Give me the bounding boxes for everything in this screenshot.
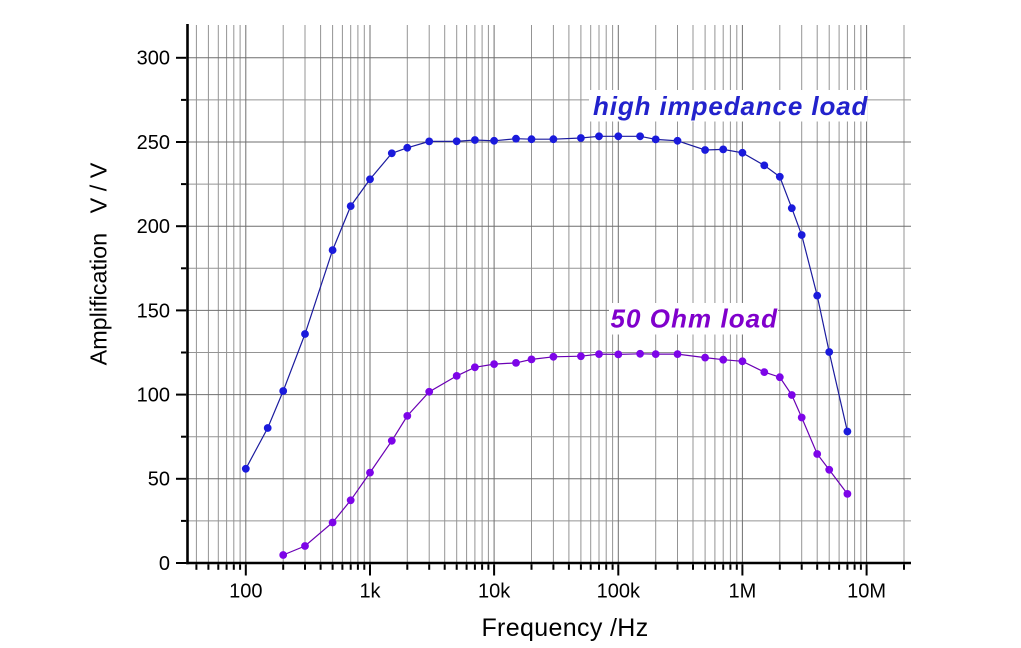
svg-text:200: 200 [137,216,170,238]
svg-text:100: 100 [137,385,170,407]
svg-text:250: 250 [137,132,170,154]
svg-text:0: 0 [159,553,170,575]
svg-text:Frequency /Hz: Frequency /Hz [481,614,648,642]
svg-text:150: 150 [137,300,170,322]
svg-text:10M: 10M [847,581,886,603]
svg-text:Amplification V / V: Amplification V / V [86,162,112,365]
svg-text:10k: 10k [478,581,511,603]
svg-text:300: 300 [137,48,170,70]
svg-text:50 Ohm load: 50 Ohm load [611,304,779,334]
svg-text:1M: 1M [729,581,757,603]
svg-text:1k: 1k [359,581,381,603]
svg-text:100: 100 [229,581,262,603]
svg-text:50: 50 [148,469,170,491]
svg-text:high impedance load: high impedance load [593,91,869,121]
svg-text:100k: 100k [597,581,641,603]
